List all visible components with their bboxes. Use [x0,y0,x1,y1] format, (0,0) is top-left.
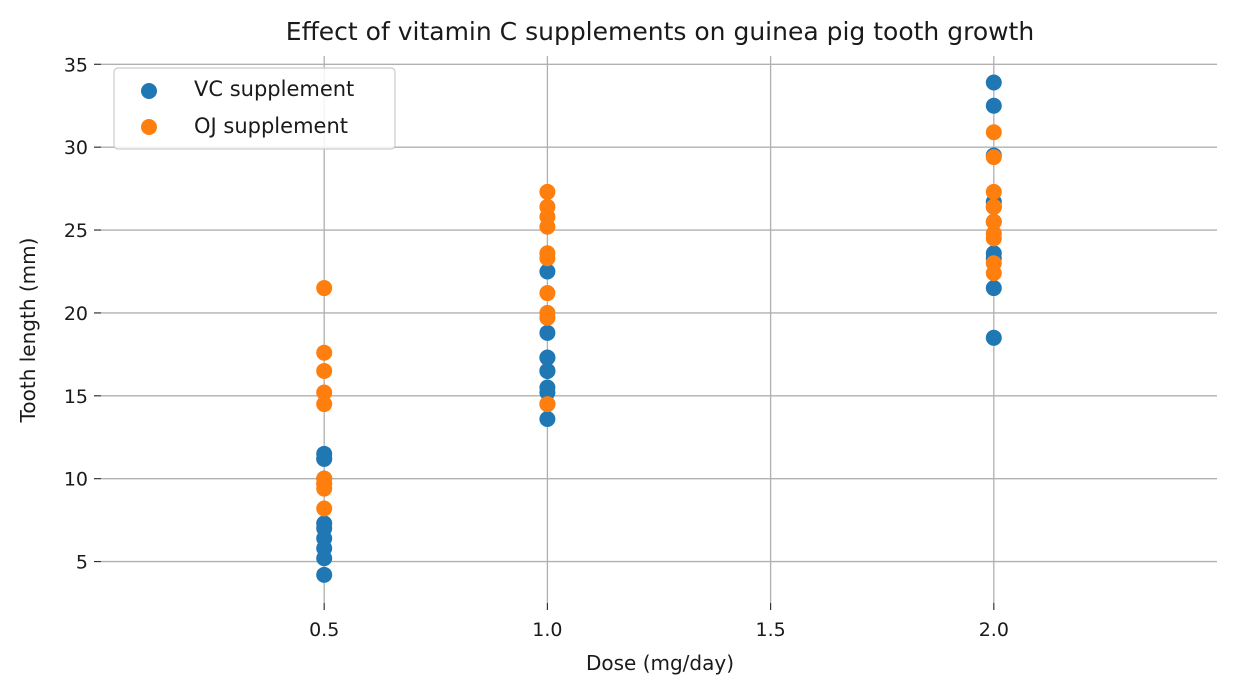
data-point-oj [316,362,333,379]
data-point-oj [539,304,556,321]
y-tick-label: 10 [64,469,88,491]
legend-label-oj: OJ supplement [194,114,348,138]
data-point-vc [539,379,556,396]
y-tick-label: 30 [64,137,88,159]
y-tick-label: 35 [64,54,88,76]
x-tick-label: 0.5 [309,619,339,641]
data-point-oj [985,198,1002,215]
x-axis-label: Dose (mg/day) [586,651,734,675]
data-point-vc [316,566,333,583]
data-point-vc [985,97,1002,114]
data-point-oj [316,500,333,517]
axis-ticks [94,63,995,610]
x-tick-label: 1.5 [755,619,785,641]
data-point-vc [539,349,556,366]
data-point-vc [985,329,1002,346]
data-point-oj [985,149,1002,166]
data-point-oj [316,384,333,401]
data-point-vc [539,324,556,341]
data-point-oj [985,225,1002,242]
chart-title: Effect of vitamin C supplements on guine… [286,17,1034,46]
y-tick-label: 25 [64,220,88,242]
data-point-vc [316,450,333,467]
data-point-oj [539,245,556,262]
data-point-oj [539,285,556,302]
data-point-oj [316,396,333,413]
data-point-vc [539,411,556,428]
data-point-vc [539,263,556,280]
legend-label-vc: VC supplement [194,77,354,101]
data-points [316,74,1002,583]
tick-labels: 5 10 15 20 25 30 35 0.5 1.0 1.5 2.0 [64,54,1009,641]
data-point-oj [539,208,556,225]
data-point-vc [985,280,1002,297]
y-tick-label: 15 [64,386,88,408]
data-point-oj [985,183,1002,200]
data-point-vc [985,74,1002,91]
data-point-oj [539,183,556,200]
x-tick-label: 1.0 [532,619,562,641]
data-point-oj [985,255,1002,272]
legend-marker-oj [141,119,157,135]
data-point-oj [985,213,1002,230]
data-point-vc [316,520,333,537]
y-tick-label: 20 [64,303,88,325]
data-point-oj [985,124,1002,141]
data-point-oj [316,280,333,297]
data-point-oj [539,396,556,413]
data-point-vc [316,550,333,567]
x-tick-label: 2.0 [979,619,1009,641]
data-point-oj [316,344,333,361]
legend-marker-vc [141,83,157,99]
y-axis-label: Tooth length (mm) [16,238,40,424]
data-point-oj [316,475,333,492]
legend: VC supplement OJ supplement [113,67,396,150]
legend-box [113,67,396,150]
y-tick-label: 5 [76,552,88,574]
data-point-vc [539,362,556,379]
